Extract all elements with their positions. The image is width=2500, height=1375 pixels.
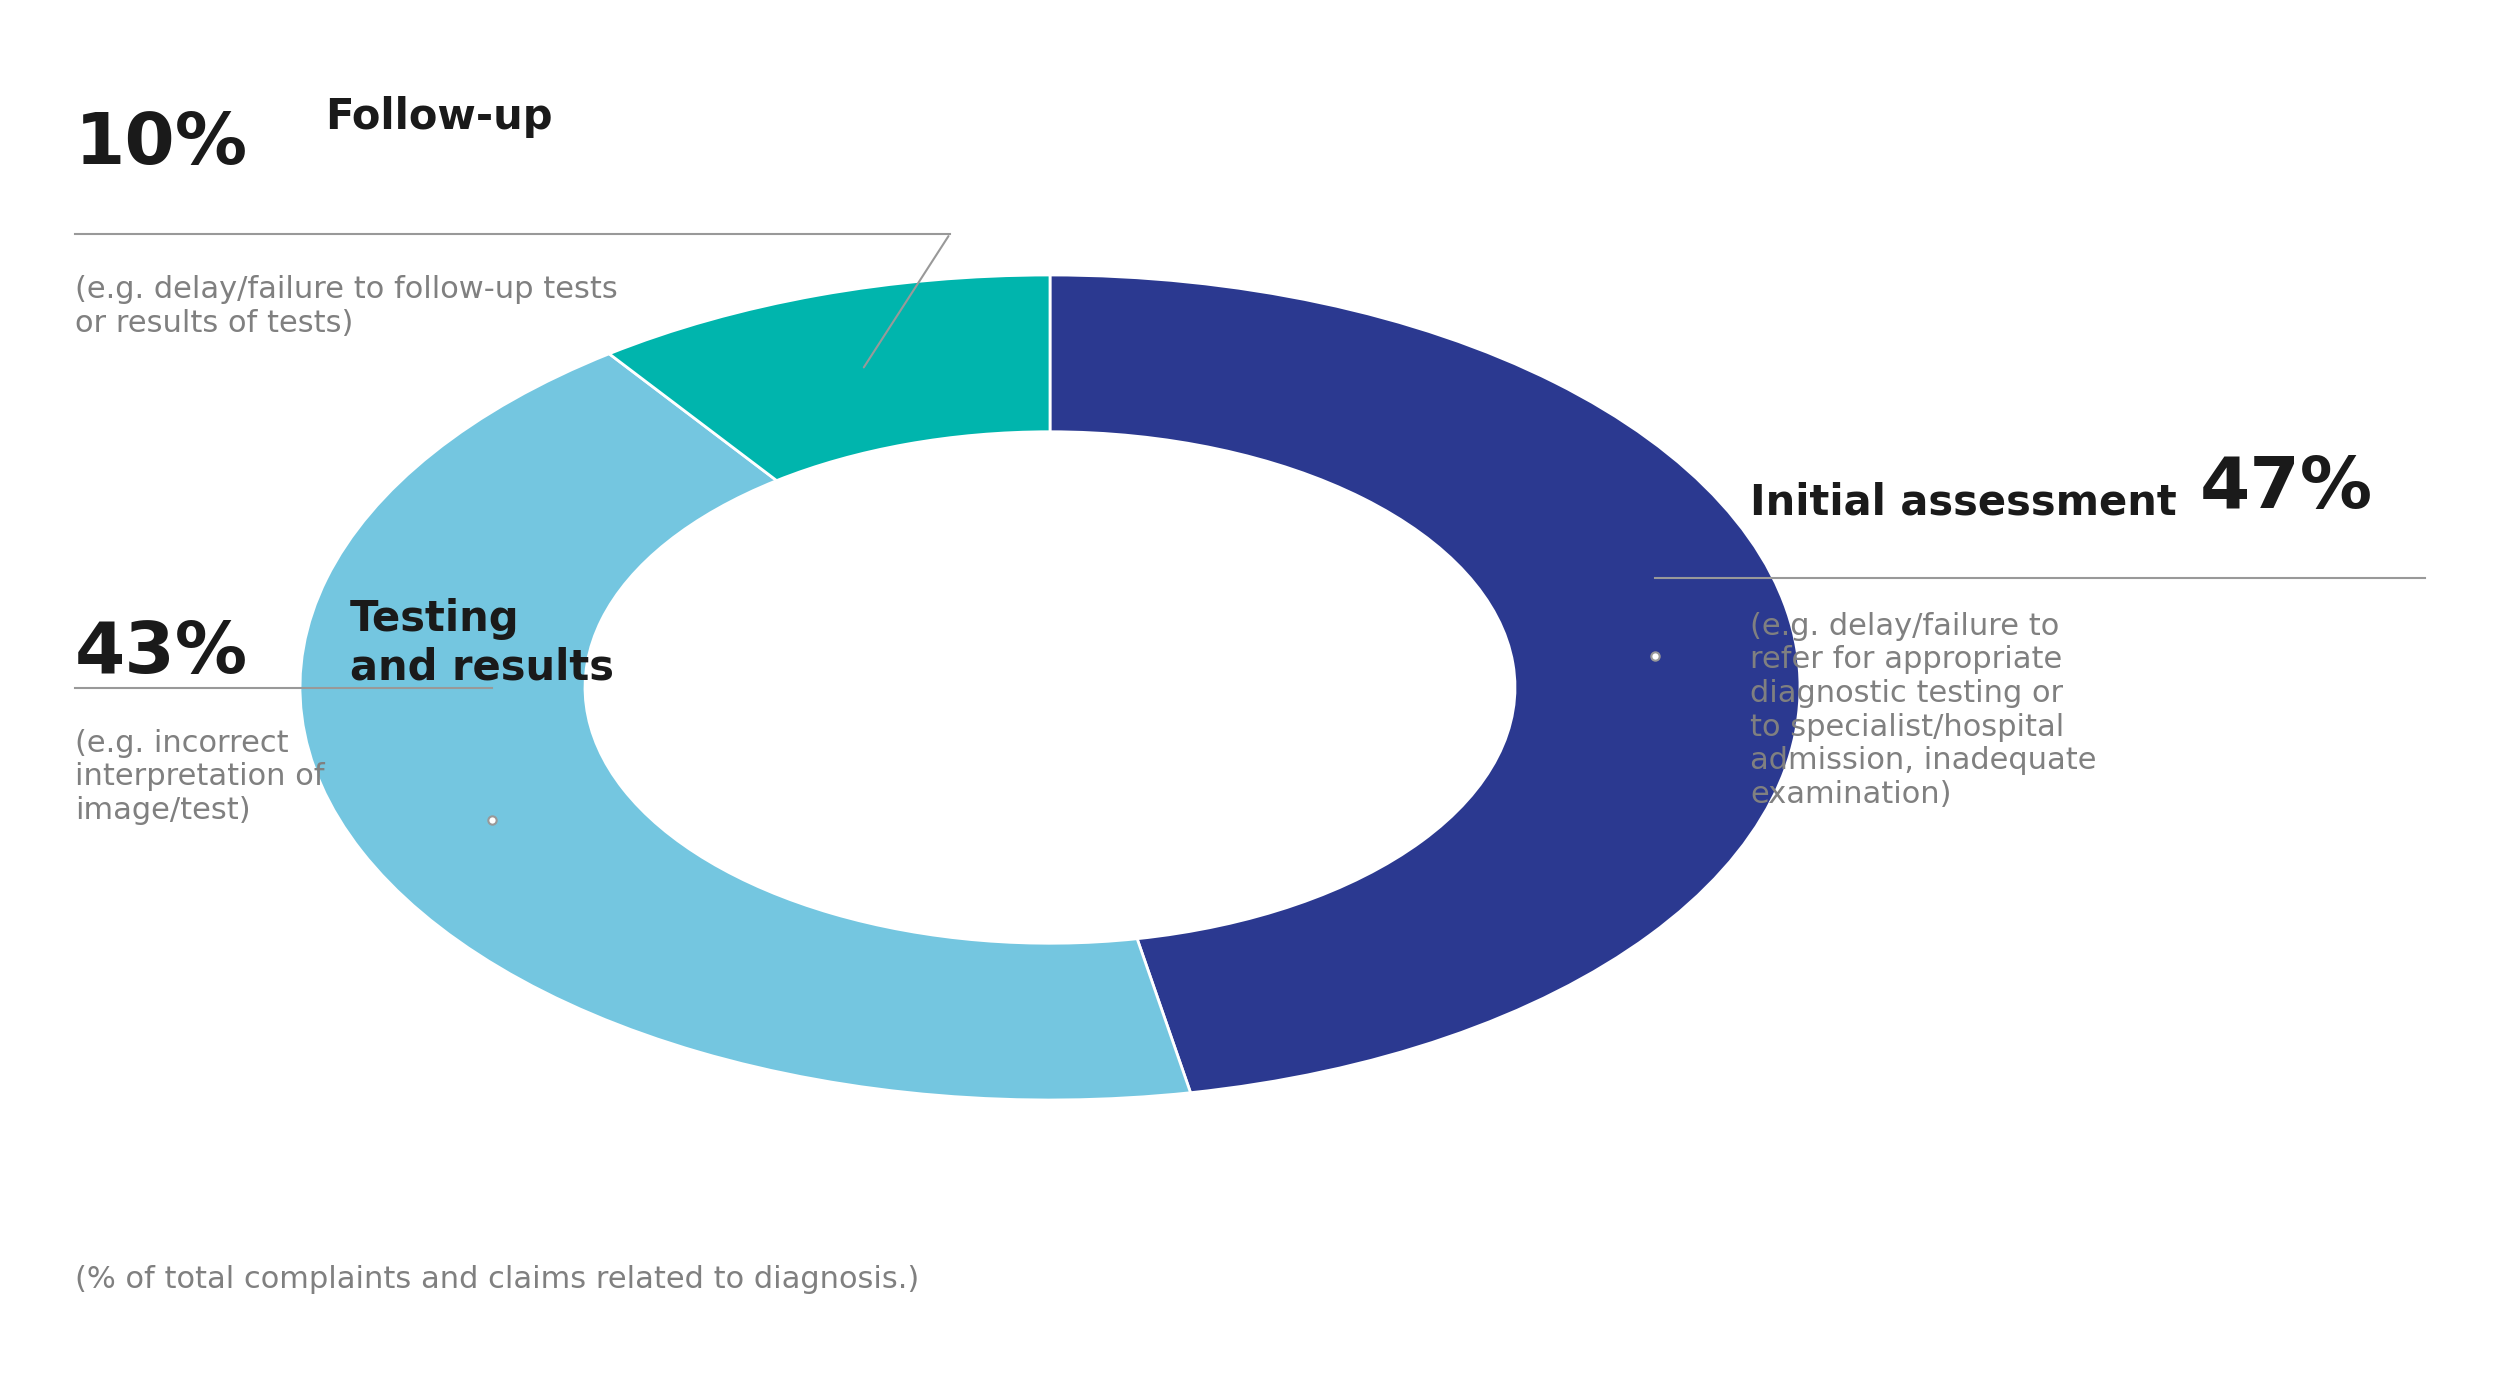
Text: 47%: 47% (2200, 454, 2372, 522)
Text: Initial assessment: Initial assessment (1750, 481, 2178, 524)
Text: (% of total complaints and claims related to diagnosis.): (% of total complaints and claims relate… (75, 1265, 920, 1294)
Text: Follow-up: Follow-up (325, 96, 552, 139)
Wedge shape (610, 275, 1050, 481)
Text: (e.g. incorrect
interpretation of
image/test): (e.g. incorrect interpretation of image/… (75, 729, 325, 825)
Text: Testing
and results: Testing and results (350, 598, 615, 689)
Text: (e.g. delay/failure to follow-up tests
or results of tests): (e.g. delay/failure to follow-up tests o… (75, 275, 618, 338)
Text: 10%: 10% (75, 110, 248, 179)
Text: 43%: 43% (75, 619, 248, 688)
Wedge shape (1050, 275, 1800, 1093)
Text: (e.g. delay/failure to
refer for appropriate
diagnostic testing or
to specialist: (e.g. delay/failure to refer for appropr… (1750, 612, 2098, 808)
Wedge shape (300, 353, 1190, 1100)
